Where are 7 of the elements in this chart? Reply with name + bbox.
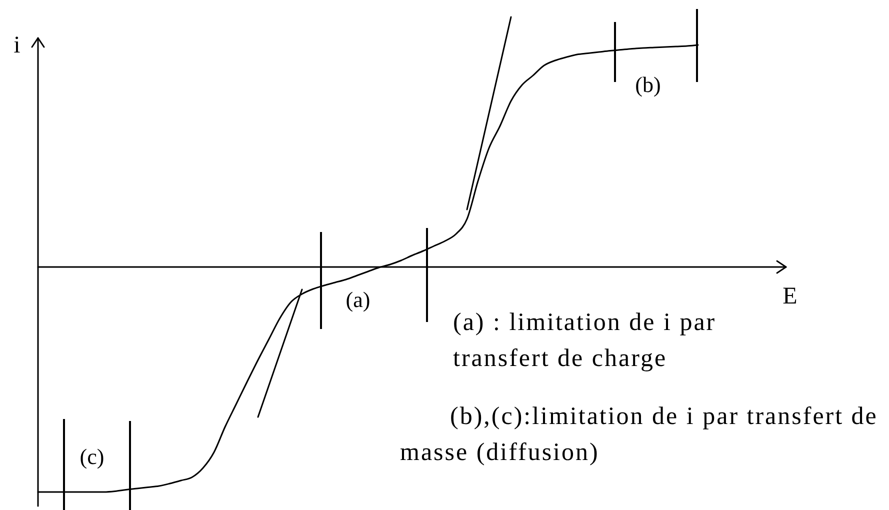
x-axis-title: E xyxy=(782,283,798,310)
y-axis-title: i xyxy=(14,32,21,58)
annotation: (b),(c):limitation de i par transfert de masse (diffusion) xyxy=(400,402,879,468)
annotation: (b) xyxy=(635,72,661,97)
annotation: (a) : limitation de i par transfert de charge xyxy=(453,308,718,374)
annotation: (a) xyxy=(346,287,370,312)
annotation: (c) xyxy=(80,444,104,469)
